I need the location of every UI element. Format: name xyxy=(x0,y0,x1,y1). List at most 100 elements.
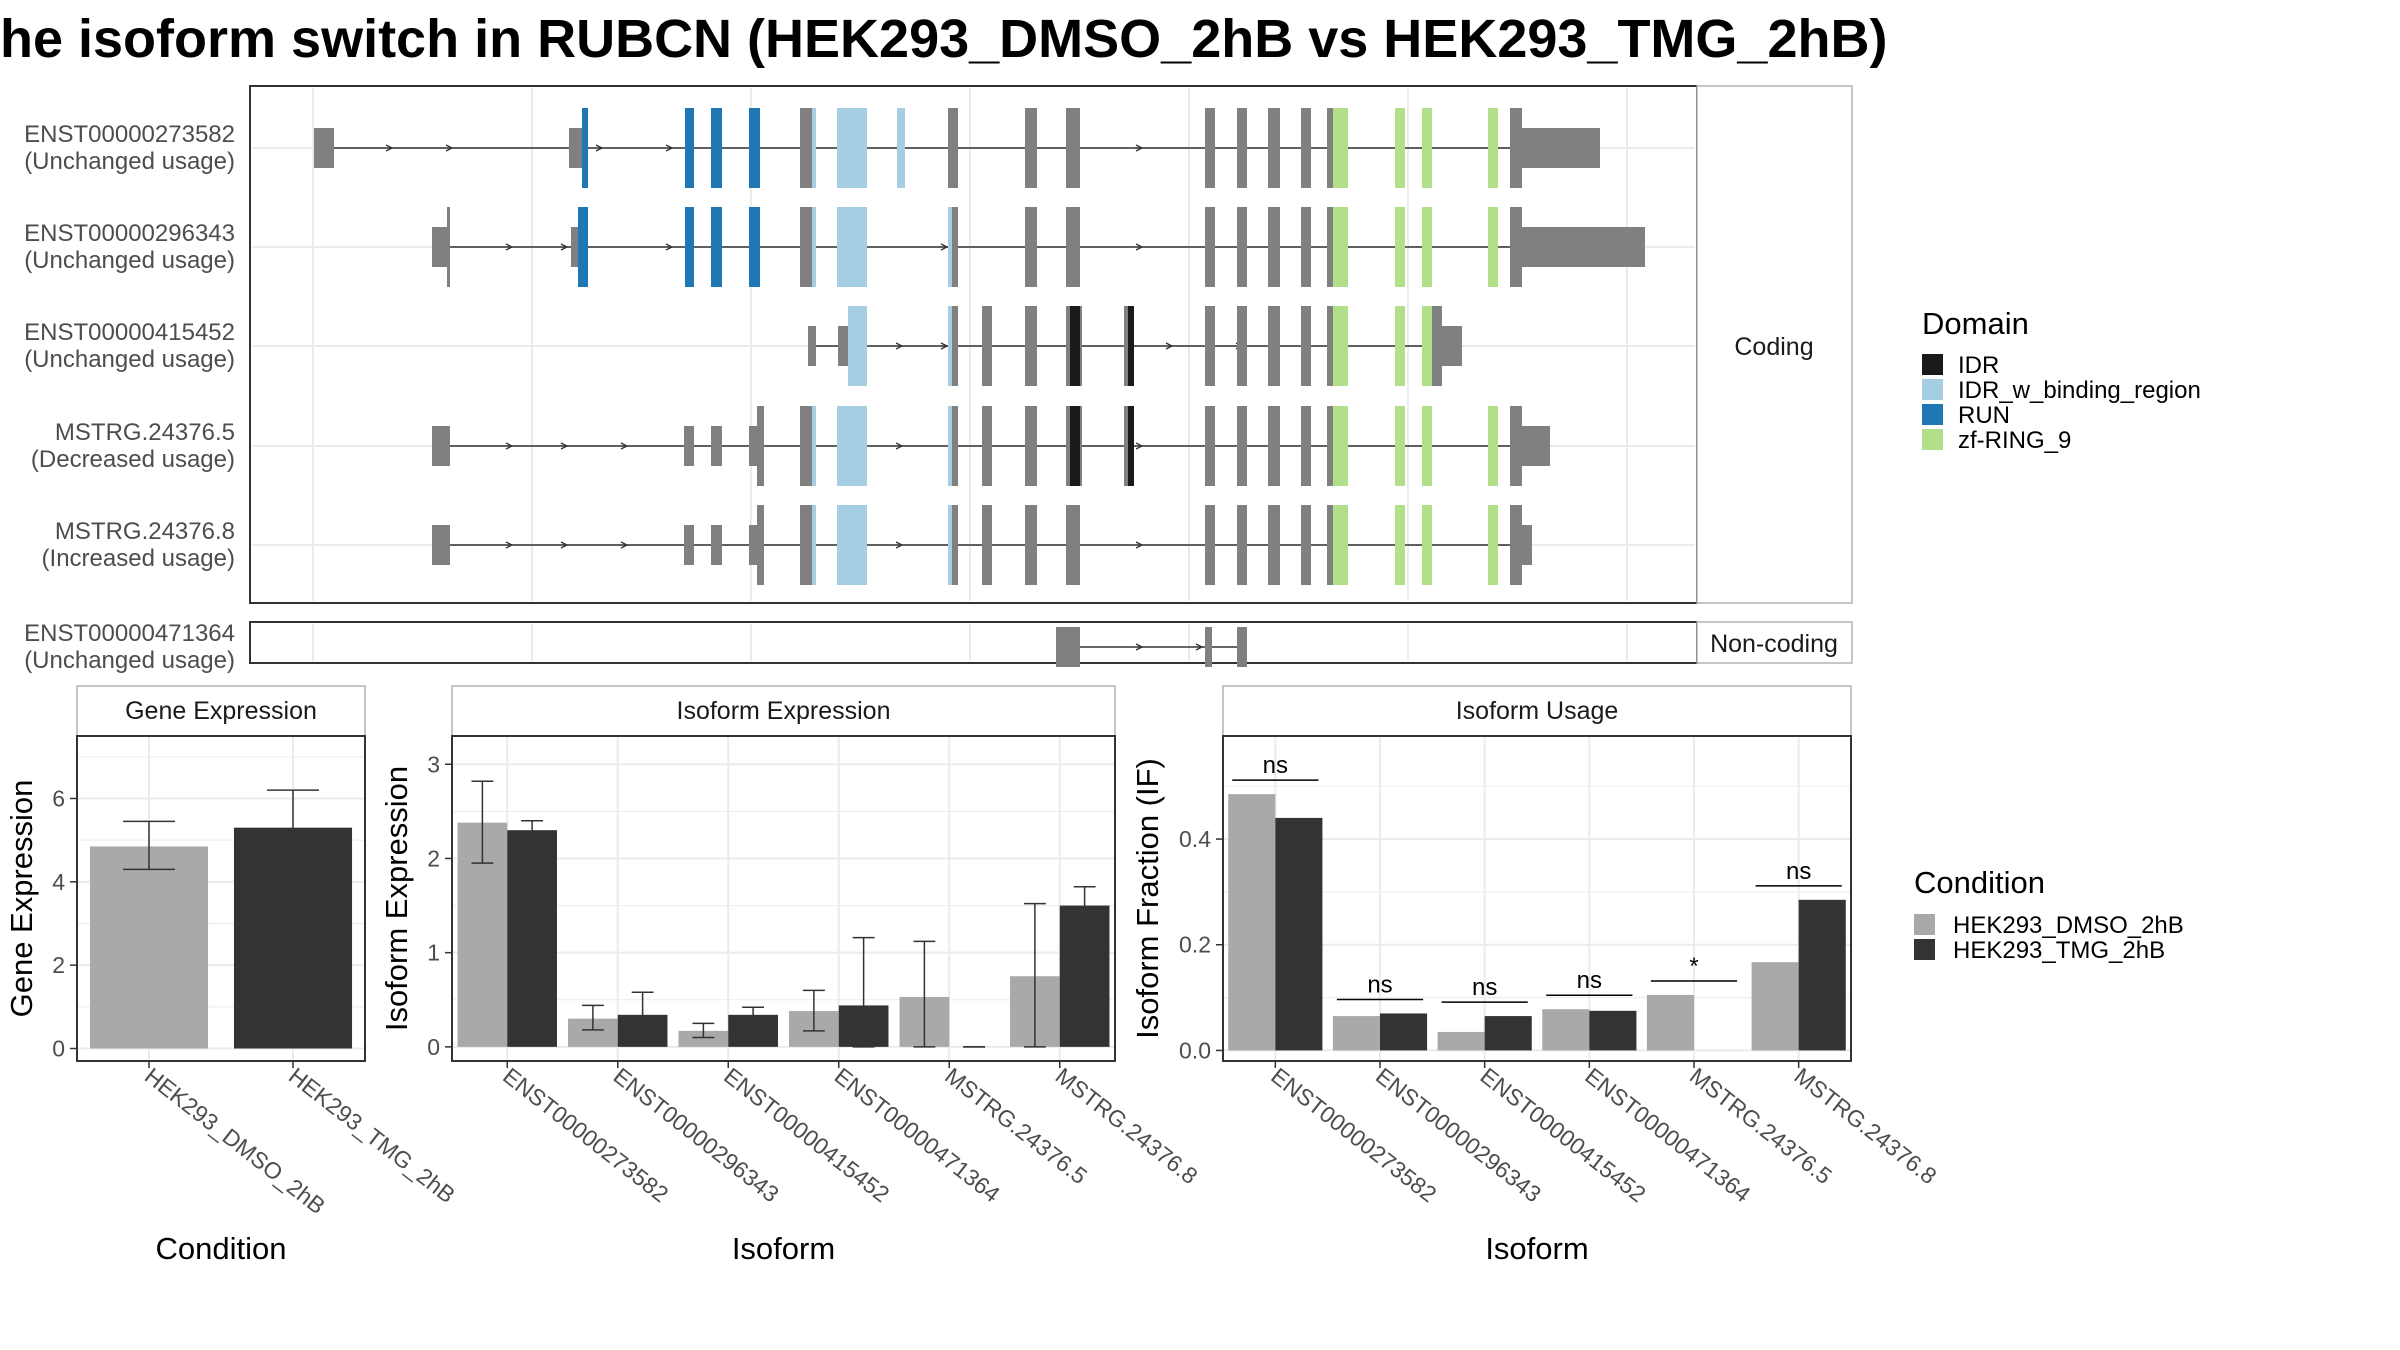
facet-label-noncoding: Non-coding xyxy=(1710,630,1838,658)
significance-label: ns xyxy=(1786,858,1811,885)
exon xyxy=(1395,406,1405,486)
bar xyxy=(678,1030,729,1047)
strand-arrow xyxy=(1135,541,1144,549)
exon xyxy=(1327,505,1333,585)
exon xyxy=(1124,306,1128,386)
exon xyxy=(1066,406,1070,486)
exon xyxy=(1128,306,1134,386)
strand-arrow xyxy=(940,342,949,350)
exon xyxy=(1522,426,1550,466)
facet-strip xyxy=(1222,685,1852,737)
exon xyxy=(1522,128,1600,168)
exon xyxy=(1327,207,1333,287)
transcript-track xyxy=(432,505,1532,585)
exon xyxy=(1080,306,1082,386)
exon xyxy=(1432,306,1442,386)
strand-arrow xyxy=(1195,643,1204,651)
exon xyxy=(1333,505,1348,585)
strand-arrow xyxy=(665,243,674,251)
exon xyxy=(837,406,867,486)
figure-title: he isoform switch in RUBCN (HEK293_DMSO_… xyxy=(0,9,1887,69)
exon xyxy=(838,326,848,366)
condition-legend: Condition HEK293_DMSO_2hB HEK293_TMG_2hB xyxy=(1914,865,2184,964)
strand-arrow xyxy=(560,541,569,549)
exon xyxy=(1333,306,1348,386)
exon xyxy=(1237,306,1247,386)
exon xyxy=(569,128,582,168)
exon xyxy=(1522,227,1645,267)
exon xyxy=(837,108,867,188)
exon xyxy=(1237,207,1247,287)
strand-arrow xyxy=(505,442,514,450)
y-tick-label: 0 xyxy=(427,1034,440,1060)
transcript-id: ENST00000296343 xyxy=(24,220,235,247)
legend-swatch-idr-binding xyxy=(1922,379,1943,400)
legend-label-zf-ring: zf-RING_9 xyxy=(1958,427,2071,454)
transcript-usage: (Unchanged usage) xyxy=(24,247,235,274)
strand-arrow xyxy=(940,243,949,251)
domain-legend: Domain IDR IDR_w_binding_region RUN zf-R… xyxy=(1922,306,2201,454)
y-tick-label: 0 xyxy=(52,1036,65,1062)
exon xyxy=(1395,207,1405,287)
exon xyxy=(1205,505,1215,585)
y-tick-label: 0.0 xyxy=(1179,1037,1211,1063)
legend-label-tmg: HEK293_TMG_2hB xyxy=(1953,937,2165,964)
exon xyxy=(837,505,867,585)
transcript-track xyxy=(808,306,1462,386)
y-tick-label: 1 xyxy=(427,940,440,966)
exon xyxy=(1488,108,1498,188)
y-axis-title: Isoform Fraction (IF) xyxy=(1130,758,1165,1039)
x-axis-title: Condition xyxy=(156,1231,287,1266)
exon xyxy=(1066,108,1080,188)
exon xyxy=(948,306,952,386)
y-tick-label: 0.2 xyxy=(1179,932,1211,958)
bar xyxy=(1380,1013,1428,1051)
strand-arrow xyxy=(1135,643,1144,651)
exon xyxy=(848,306,867,386)
exon xyxy=(1056,627,1080,667)
exon xyxy=(1268,406,1280,486)
bar xyxy=(507,830,557,1047)
exon xyxy=(684,426,694,466)
transcript-id: ENST00000273582 xyxy=(24,121,235,148)
isoform-expression-chart: Isoform Expression0123ENST00000273582ENS… xyxy=(379,685,1203,1266)
exon xyxy=(711,108,722,188)
exon xyxy=(1237,505,1247,585)
y-axis-title: Isoform Expression xyxy=(379,766,414,1031)
exon xyxy=(1488,207,1498,287)
significance-label: ns xyxy=(1472,974,1497,1001)
significance-label: ns xyxy=(1577,967,1602,994)
strand-arrow xyxy=(895,541,904,549)
noncoding-panel-border xyxy=(249,621,1698,664)
exon xyxy=(757,406,764,486)
bar xyxy=(1589,1010,1637,1051)
bar xyxy=(1751,962,1799,1051)
chart-title: Gene Expression xyxy=(125,697,317,725)
exon xyxy=(432,426,450,466)
strand-arrow xyxy=(620,541,629,549)
exon xyxy=(447,207,450,287)
strand-arrow xyxy=(560,442,569,450)
exon xyxy=(837,207,867,287)
exon xyxy=(1205,627,1212,667)
exon xyxy=(582,108,588,188)
bar xyxy=(1228,794,1276,1051)
exon xyxy=(685,207,694,287)
strand-arrow xyxy=(505,541,514,549)
facet-strip xyxy=(76,685,366,737)
transcript-id: MSTRG.24376.5 xyxy=(55,419,235,446)
exon xyxy=(982,406,992,486)
exon xyxy=(800,406,812,486)
exon xyxy=(808,326,816,366)
exon xyxy=(897,108,905,188)
exon xyxy=(1422,207,1432,287)
exon xyxy=(1268,108,1280,188)
plot-border xyxy=(451,735,1116,1062)
plot-area xyxy=(1223,736,1851,1061)
exon xyxy=(1422,505,1432,585)
exon xyxy=(1422,108,1432,188)
legend-swatch-run xyxy=(1922,404,1943,425)
plot-border xyxy=(76,735,366,1062)
y-tick-label: 3 xyxy=(427,751,440,777)
